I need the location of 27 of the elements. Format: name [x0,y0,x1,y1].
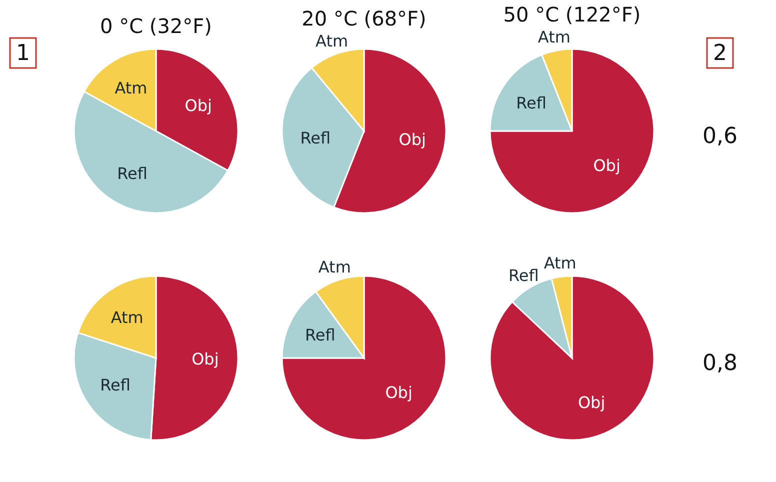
pie-slice [281,275,447,441]
text: 2 [713,41,727,66]
slice-label: Refl [117,164,148,184]
chart-title: 50 °C (122°F) [503,2,641,27]
slice-label: Atm [318,258,351,277]
text: 1 [16,41,30,66]
slice-label: Refl [516,93,546,112]
slice-label: Obj [184,96,212,115]
slice-label: Atm [538,28,570,47]
pie-slice [489,48,655,214]
slice-label: Obj [578,393,606,412]
slice-label: Refl [300,128,331,148]
chart-title: 20 °C (68°F) [302,6,426,31]
slice-label: Atm [544,254,576,273]
slice-label: Atm [110,308,144,328]
slice-label: Obj [593,156,620,175]
slice-label: Refl [508,266,539,286]
slice-label: Obj [385,382,412,402]
slice-label: Refl [100,376,130,395]
text: 0,6 [702,124,738,149]
text: 0,8 [702,351,738,376]
slice-label: Atm [316,32,348,51]
slice-label: Obj [192,350,219,369]
slice-label: Atm [114,78,148,98]
slice-label: Obj [398,130,426,150]
slice-label: Refl [305,326,336,345]
chart-title: 0 °C (32°F) [100,14,212,38]
